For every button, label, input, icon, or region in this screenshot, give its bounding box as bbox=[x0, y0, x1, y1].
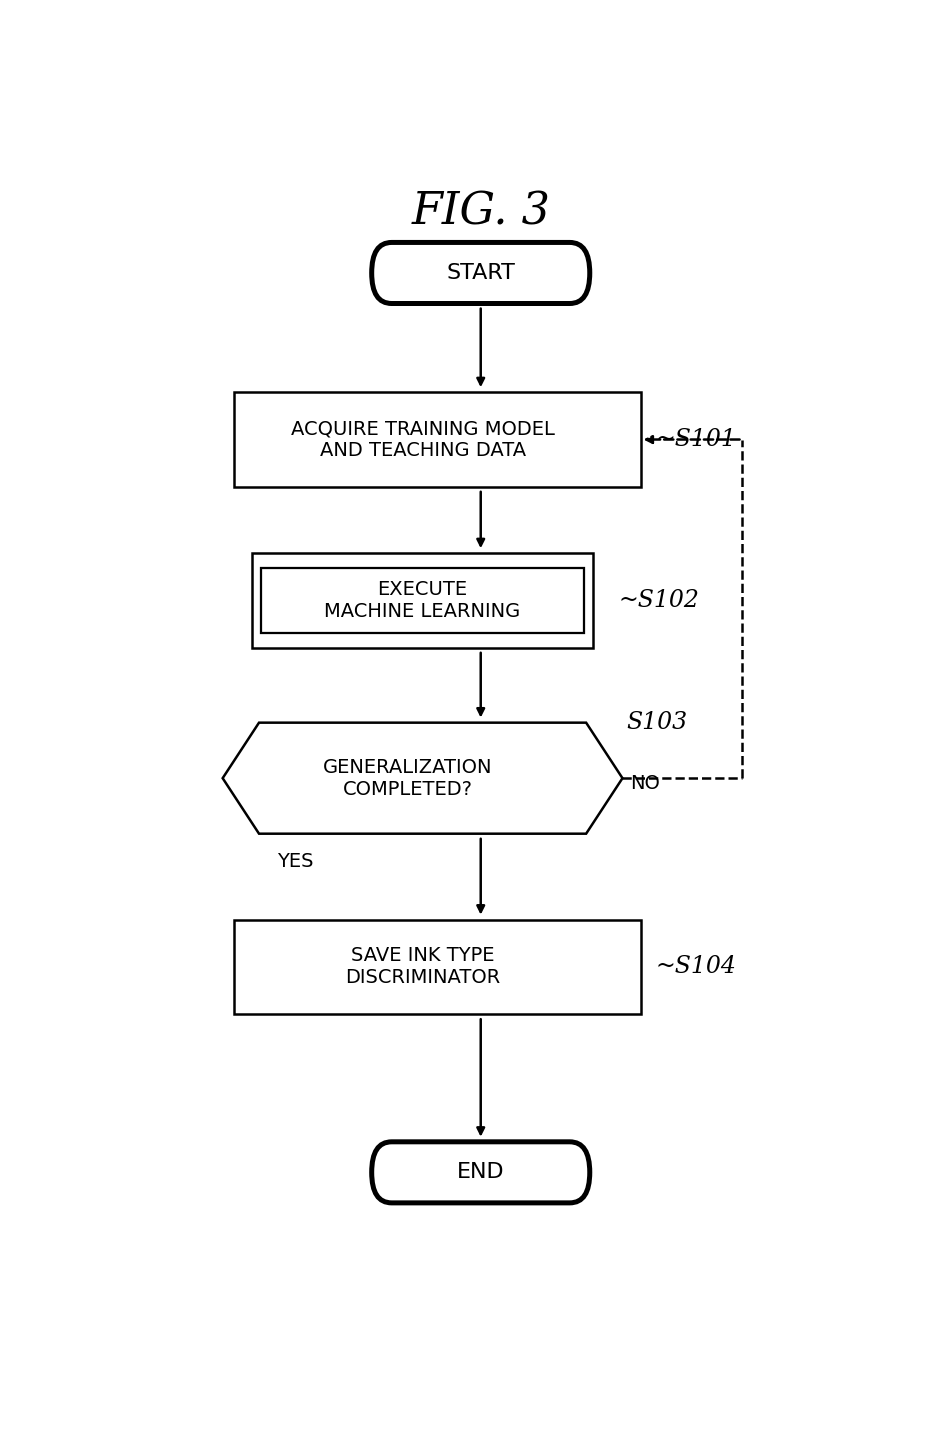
Polygon shape bbox=[222, 722, 623, 833]
Bar bbox=[261, 568, 584, 633]
Text: START: START bbox=[446, 262, 515, 283]
Text: ACQUIRE TRAINING MODEL
AND TEACHING DATA: ACQUIRE TRAINING MODEL AND TEACHING DATA bbox=[291, 420, 554, 460]
Bar bbox=[234, 920, 641, 1014]
Text: FIG. 3: FIG. 3 bbox=[411, 190, 551, 234]
Text: END: END bbox=[457, 1162, 505, 1182]
FancyBboxPatch shape bbox=[371, 242, 590, 303]
Text: YES: YES bbox=[277, 852, 313, 871]
Text: ~S101: ~S101 bbox=[655, 428, 736, 451]
Bar bbox=[234, 392, 641, 487]
Text: ~S102: ~S102 bbox=[619, 588, 700, 611]
Text: ~S104: ~S104 bbox=[655, 956, 736, 979]
Text: GENERALIZATION
COMPLETED?: GENERALIZATION COMPLETED? bbox=[324, 757, 492, 799]
Text: S103: S103 bbox=[627, 711, 688, 734]
Bar bbox=[251, 554, 594, 647]
Text: EXECUTE
MACHINE LEARNING: EXECUTE MACHINE LEARNING bbox=[325, 580, 521, 622]
Text: SAVE INK TYPE
DISCRIMINATOR: SAVE INK TYPE DISCRIMINATOR bbox=[345, 946, 500, 988]
Text: NO: NO bbox=[629, 774, 659, 793]
FancyBboxPatch shape bbox=[371, 1142, 590, 1203]
